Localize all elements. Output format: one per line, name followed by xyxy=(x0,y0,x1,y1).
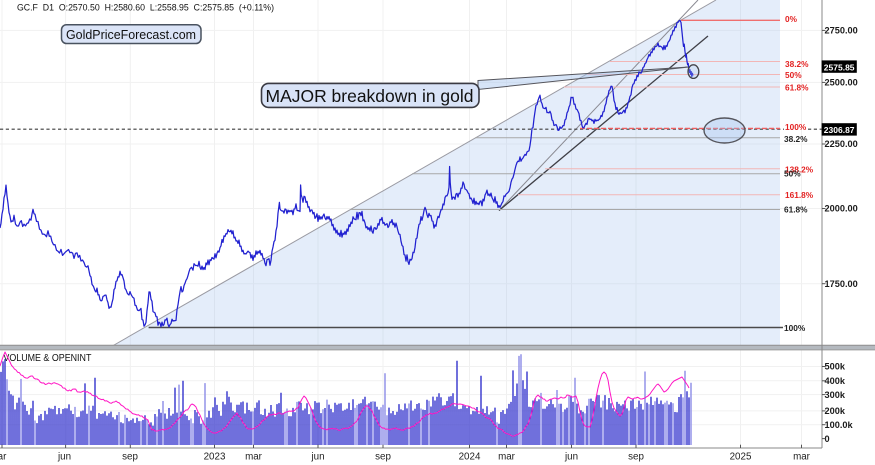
svg-text:50%: 50% xyxy=(785,70,802,80)
svg-text:61.8%: 61.8% xyxy=(785,82,809,92)
svg-text:2023: 2023 xyxy=(204,452,226,463)
svg-text:GoldPriceForecast.com: GoldPriceForecast.com xyxy=(66,27,196,42)
svg-text:2750.00: 2750.00 xyxy=(825,26,858,36)
svg-text:500k: 500k xyxy=(825,362,846,372)
svg-text:100.0k: 100.0k xyxy=(825,420,854,430)
svg-text:jun: jun xyxy=(564,452,578,463)
svg-text:100%: 100% xyxy=(785,122,807,132)
svg-text:jun: jun xyxy=(310,452,324,463)
svg-text:jun: jun xyxy=(57,452,71,463)
svg-text:0: 0 xyxy=(825,434,830,444)
svg-text:38.2%: 38.2% xyxy=(784,134,808,144)
svg-text:61.8%: 61.8% xyxy=(784,205,808,215)
svg-text:2025: 2025 xyxy=(730,452,752,463)
svg-text:1750.00: 1750.00 xyxy=(825,279,858,289)
svg-text:138.2%: 138.2% xyxy=(785,165,814,175)
svg-text:0%: 0% xyxy=(785,14,798,24)
svg-text:38.2%: 38.2% xyxy=(785,59,809,69)
svg-text:sep: sep xyxy=(375,452,391,463)
svg-text:sep: sep xyxy=(628,452,644,463)
svg-text:ar: ar xyxy=(0,452,7,463)
svg-text:100%: 100% xyxy=(784,323,806,333)
svg-text:2500.00: 2500.00 xyxy=(825,78,858,88)
svg-text:2306.87: 2306.87 xyxy=(824,125,855,135)
svg-text:GC.F D1 O:2570.50 H:2580.60: GC.F D1 O:2570.50 H:2580.60 L:2558.95 C:… xyxy=(17,3,274,13)
svg-text:VOLUME & OPENINT: VOLUME & OPENINT xyxy=(3,353,91,364)
svg-text:mar: mar xyxy=(245,452,263,463)
svg-text:300k: 300k xyxy=(825,390,846,400)
svg-text:400k: 400k xyxy=(825,376,846,386)
svg-text:sep: sep xyxy=(122,452,138,463)
svg-text:mar: mar xyxy=(793,452,811,463)
svg-text:MAJOR breakdown in gold: MAJOR breakdown in gold xyxy=(266,86,474,106)
svg-text:200k: 200k xyxy=(825,406,846,416)
svg-text:mar: mar xyxy=(498,452,516,463)
svg-text:50%: 50% xyxy=(784,168,801,178)
svg-text:2575.85: 2575.85 xyxy=(824,62,855,72)
svg-text:2250.00: 2250.00 xyxy=(825,139,858,149)
svg-text:161.8%: 161.8% xyxy=(785,190,814,200)
svg-text:2000.00: 2000.00 xyxy=(825,204,858,214)
svg-text:2024: 2024 xyxy=(459,452,481,463)
